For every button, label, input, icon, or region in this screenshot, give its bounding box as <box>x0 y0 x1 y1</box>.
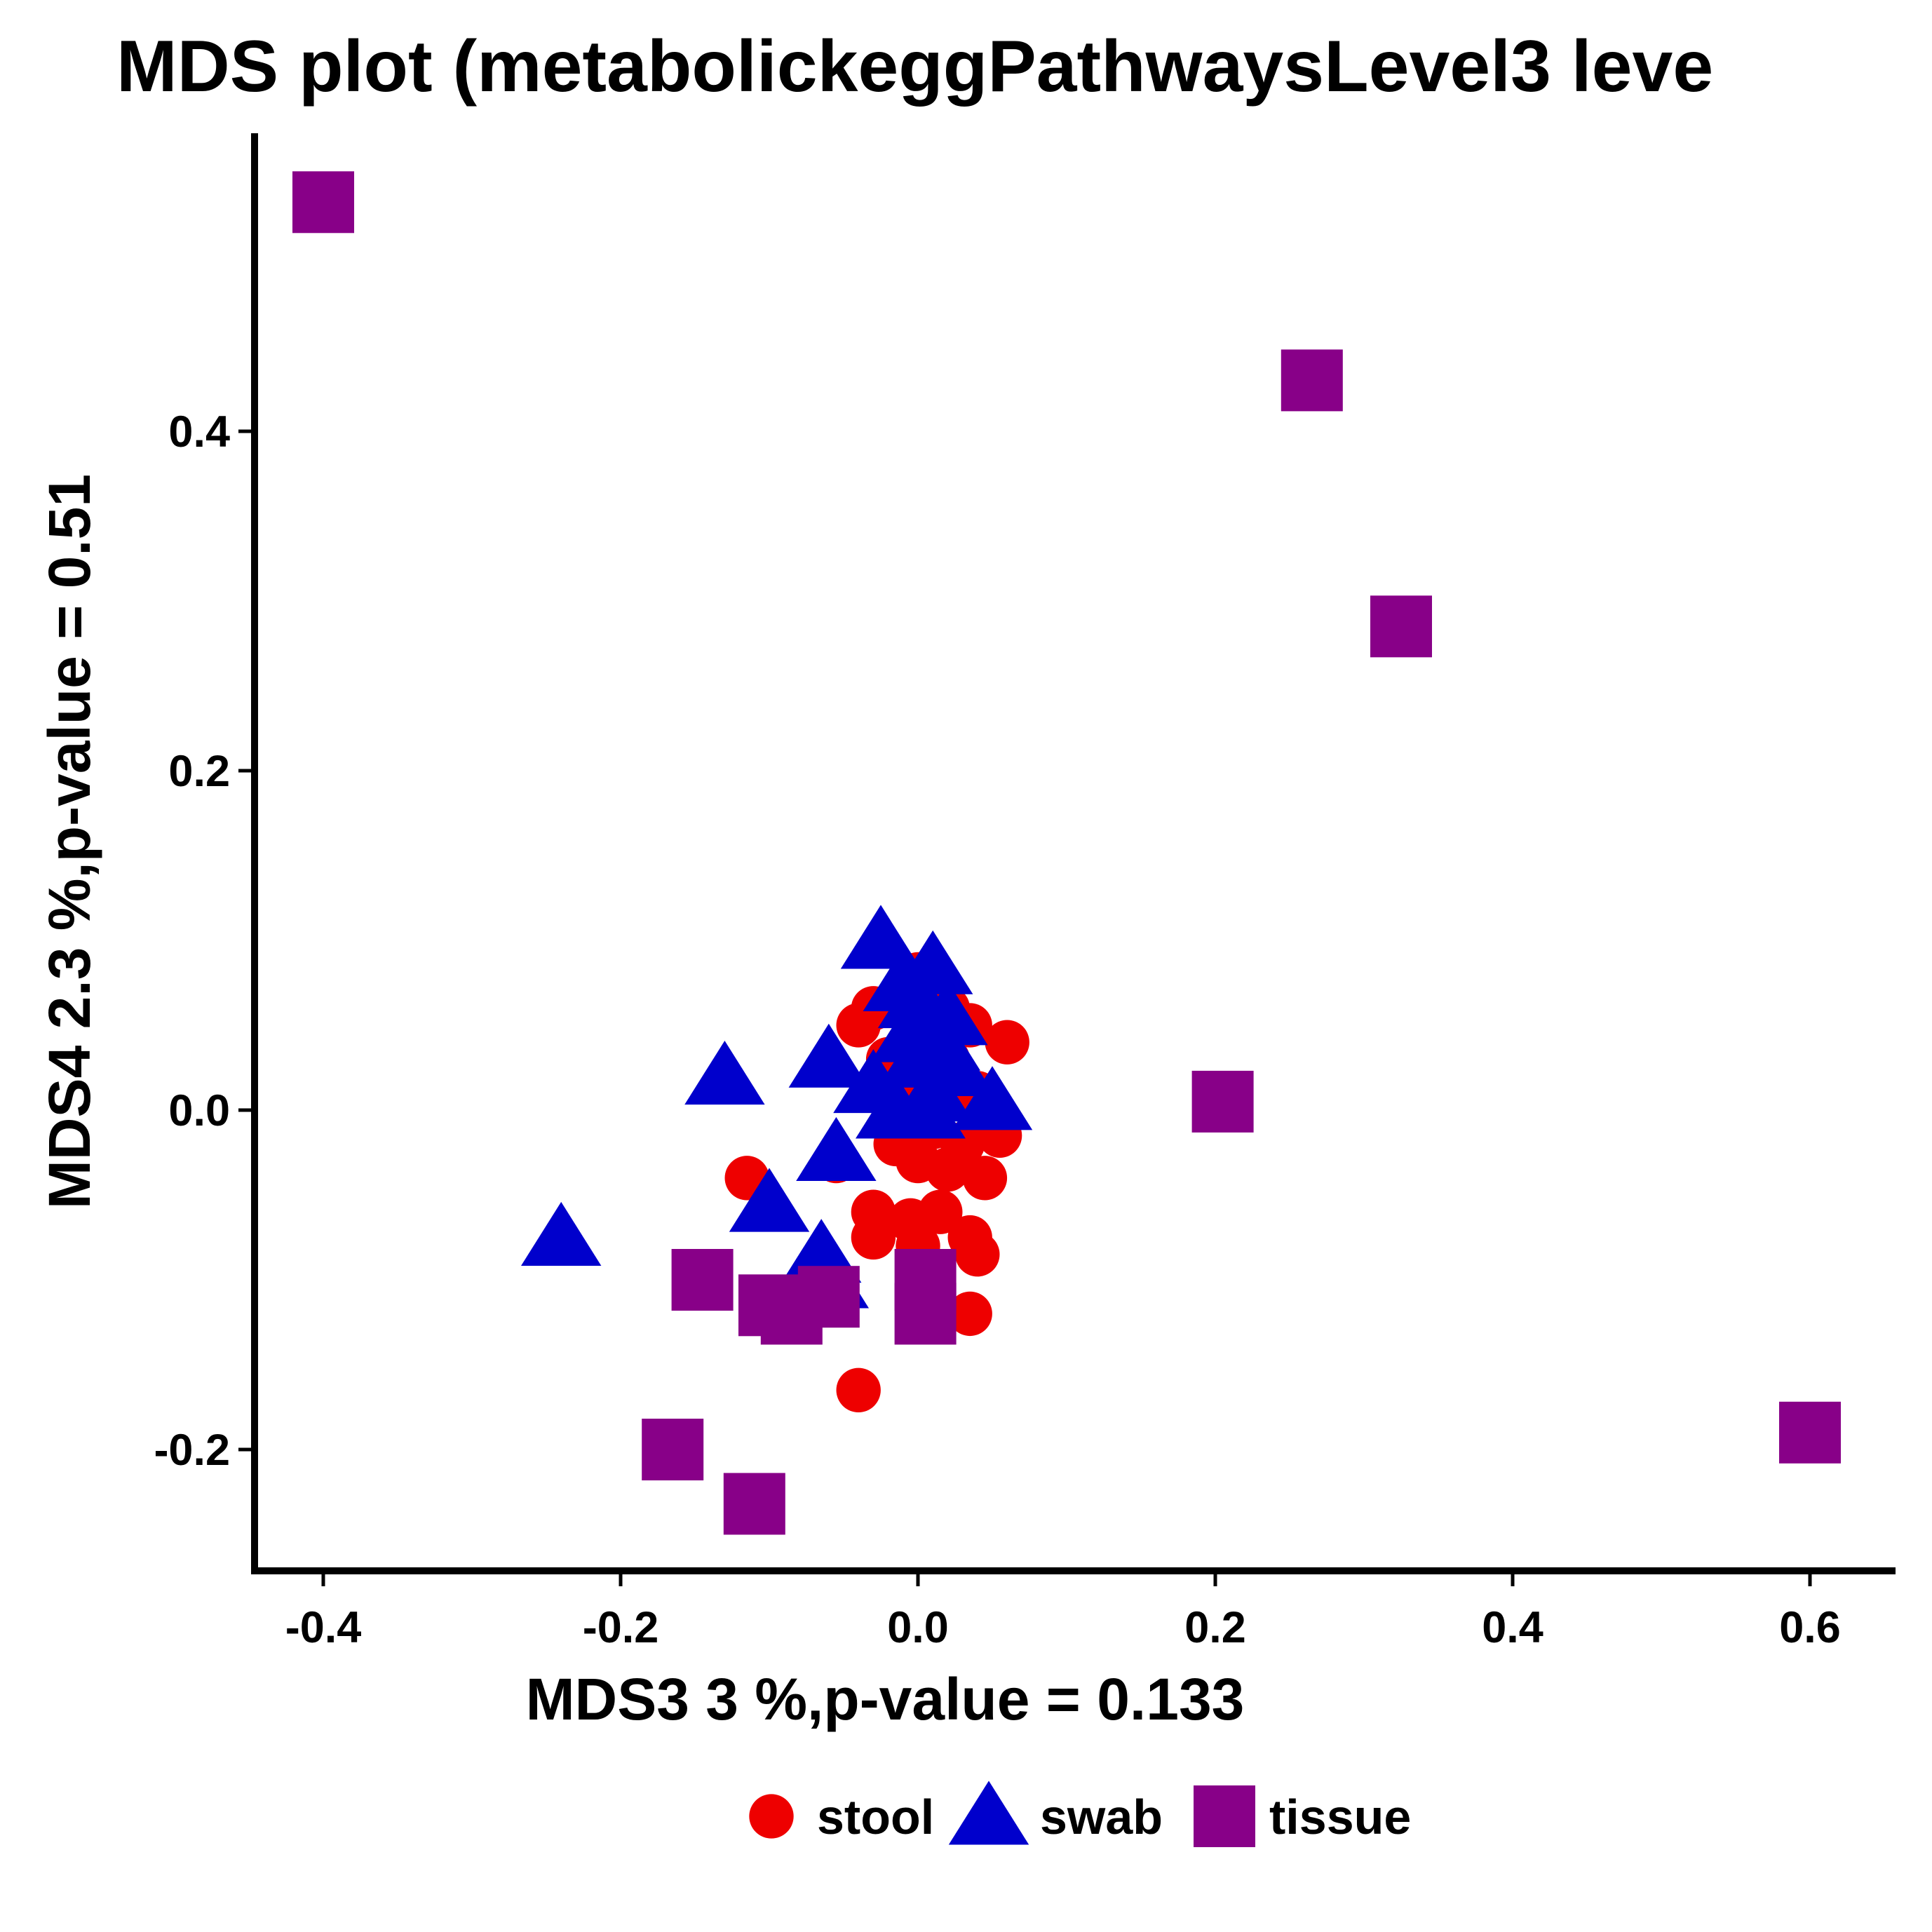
x-tick-label: -0.4 <box>285 1603 362 1652</box>
y-tick-label: -0.2 <box>154 1426 230 1475</box>
tissue-point <box>642 1419 704 1480</box>
x-axis-title: MDS3 3 %,p-value = 0.133 <box>526 1666 1245 1732</box>
swab-point <box>729 1168 810 1232</box>
legend-label-stool: stool <box>817 1790 934 1844</box>
tissue-point <box>797 1266 860 1328</box>
x-tick-label: -0.2 <box>583 1603 659 1652</box>
swab-point <box>684 1041 765 1105</box>
chart-title: MDS plot (metabolickeggPathwaysLevel3 le… <box>116 26 1713 107</box>
legend-label-swab: swab <box>1040 1790 1163 1844</box>
y-tick-label: 0.4 <box>168 407 230 457</box>
swab-point <box>521 1201 602 1266</box>
tissue-point <box>894 1283 957 1345</box>
legend-key-swab <box>948 1781 1029 1845</box>
y-tick-label: 0.2 <box>168 747 230 796</box>
swab-point <box>952 1066 1033 1130</box>
stool-point <box>925 1147 971 1192</box>
x-tick-label: 0.4 <box>1482 1603 1543 1652</box>
x-tick-label: 0.6 <box>1779 1603 1841 1652</box>
axes <box>251 133 1896 1574</box>
legend-key-tissue <box>1194 1785 1255 1847</box>
tissue-point <box>1191 1070 1254 1133</box>
swab-point <box>788 1023 869 1088</box>
stool-point <box>918 1189 963 1234</box>
stool-point <box>947 1291 992 1337</box>
stool-point <box>851 1215 896 1260</box>
x-ticks: -0.4 -0.2 0.0 0.2 0.4 0.6 <box>285 1574 1841 1652</box>
tissue-point <box>671 1249 734 1311</box>
series-tissue <box>292 171 1841 1535</box>
y-tick-label: 0.0 <box>168 1086 230 1135</box>
y-ticks: -0.2 0.0 0.2 0.4 <box>154 407 251 1475</box>
legend: stool swab tissue <box>749 1781 1411 1847</box>
legend-key-stool <box>749 1794 794 1839</box>
y-axis-title: MDS4 2.3 %,p-value = 0.51 <box>36 474 102 1209</box>
swab-point <box>796 1116 877 1181</box>
legend-label-tissue: tissue <box>1269 1790 1411 1844</box>
plot-area <box>292 171 1841 1535</box>
tissue-point <box>1779 1401 1841 1464</box>
swab-point <box>885 1074 966 1139</box>
tissue-point <box>1370 595 1432 658</box>
stool-point <box>836 1367 881 1412</box>
tissue-point <box>723 1473 785 1535</box>
x-tick-label: 0.0 <box>887 1603 949 1652</box>
tissue-point <box>292 171 354 234</box>
x-tick-label: 0.2 <box>1184 1603 1246 1652</box>
stool-point <box>962 1156 1008 1201</box>
stool-point <box>985 1020 1029 1065</box>
stool-point <box>955 1232 1000 1277</box>
tissue-point <box>1281 349 1343 412</box>
